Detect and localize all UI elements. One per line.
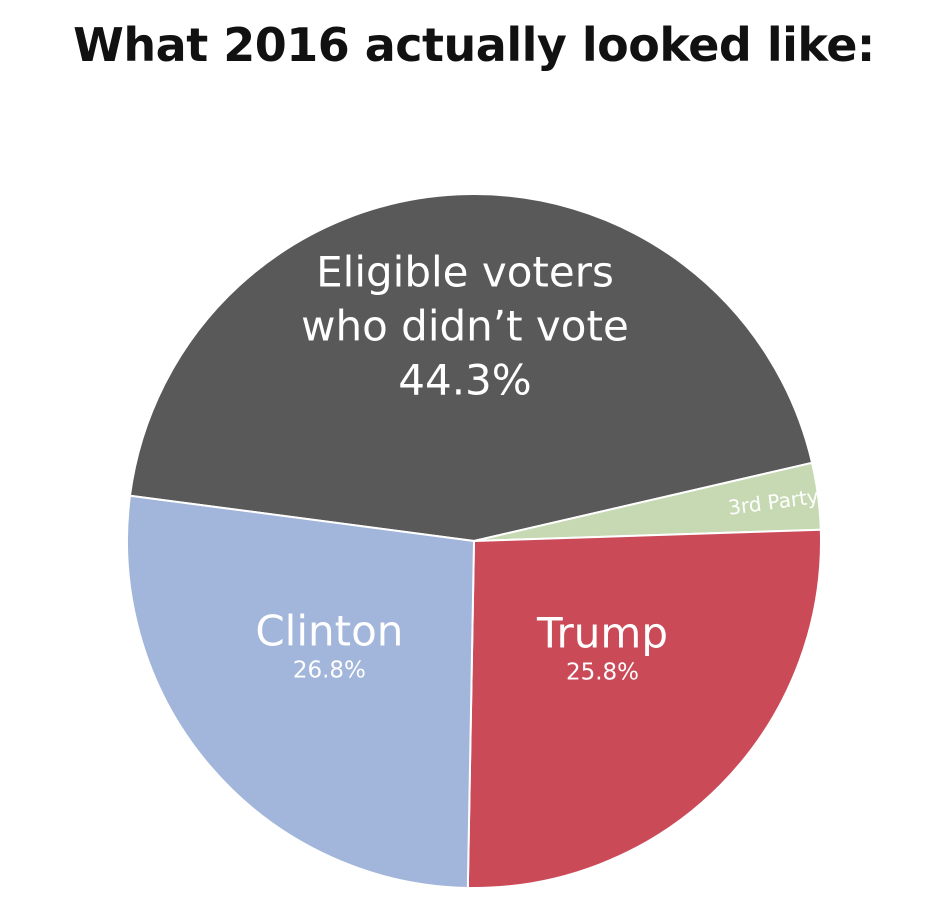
chart-title: What 2016 actually looked like: (73, 18, 875, 72)
slice-value-clinton: 26.8% (293, 658, 366, 684)
pie-slice-non-voters (128, 193, 814, 543)
slice-label-trump: Trump (536, 609, 668, 658)
pie-slice-clinton (126, 494, 476, 889)
slice-label-clinton: Clinton (255, 607, 403, 656)
slice-label-non-voters: Eligible voters (316, 248, 614, 297)
slice-value-non-voters: 44.3% (398, 356, 531, 405)
pie-slice-trump (466, 528, 822, 889)
slice-value-trump: 25.8% (566, 660, 639, 686)
slice-label-non-voters: who didn’t vote (301, 302, 629, 351)
